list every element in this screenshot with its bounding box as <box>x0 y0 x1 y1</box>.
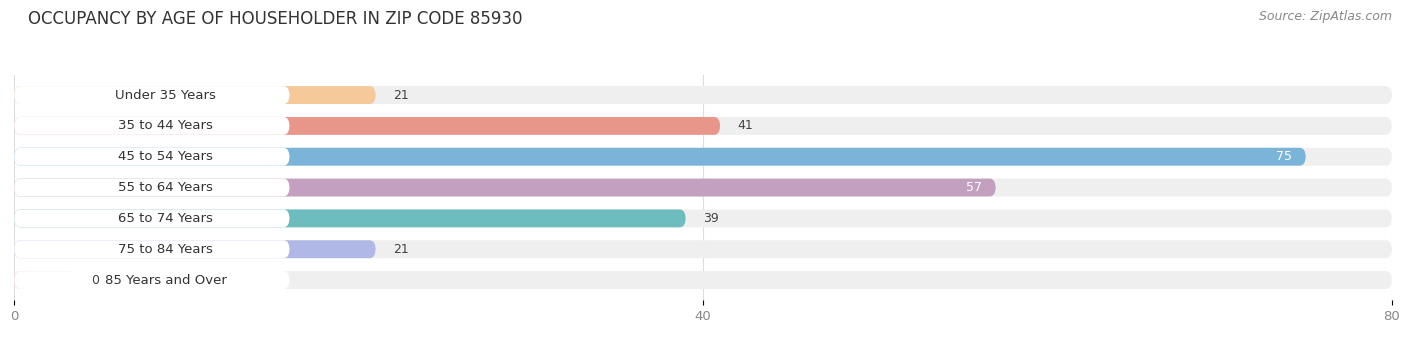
FancyBboxPatch shape <box>14 271 75 289</box>
FancyBboxPatch shape <box>14 86 290 104</box>
FancyBboxPatch shape <box>14 148 290 166</box>
FancyBboxPatch shape <box>14 179 995 196</box>
Text: 45 to 54 Years: 45 to 54 Years <box>118 150 214 163</box>
Text: 35 to 44 Years: 35 to 44 Years <box>118 119 214 132</box>
Text: 41: 41 <box>738 119 754 132</box>
FancyBboxPatch shape <box>14 179 1392 196</box>
Text: 21: 21 <box>394 89 409 102</box>
FancyBboxPatch shape <box>14 209 1392 227</box>
FancyBboxPatch shape <box>14 271 290 289</box>
FancyBboxPatch shape <box>14 240 375 258</box>
Text: 75: 75 <box>1277 150 1292 163</box>
Text: Source: ZipAtlas.com: Source: ZipAtlas.com <box>1258 10 1392 23</box>
FancyBboxPatch shape <box>14 117 290 135</box>
FancyBboxPatch shape <box>14 209 686 227</box>
FancyBboxPatch shape <box>14 148 1392 166</box>
Text: Under 35 Years: Under 35 Years <box>115 89 217 102</box>
FancyBboxPatch shape <box>14 148 1306 166</box>
FancyBboxPatch shape <box>14 86 375 104</box>
FancyBboxPatch shape <box>14 86 1392 104</box>
Text: 85 Years and Over: 85 Years and Over <box>104 273 226 286</box>
FancyBboxPatch shape <box>14 179 290 196</box>
Text: 55 to 64 Years: 55 to 64 Years <box>118 181 214 194</box>
Text: 57: 57 <box>966 181 981 194</box>
Text: 75 to 84 Years: 75 to 84 Years <box>118 243 214 256</box>
FancyBboxPatch shape <box>14 117 1392 135</box>
FancyBboxPatch shape <box>14 240 290 258</box>
FancyBboxPatch shape <box>14 117 720 135</box>
Text: OCCUPANCY BY AGE OF HOUSEHOLDER IN ZIP CODE 85930: OCCUPANCY BY AGE OF HOUSEHOLDER IN ZIP C… <box>28 10 523 28</box>
FancyBboxPatch shape <box>14 240 1392 258</box>
Text: 65 to 74 Years: 65 to 74 Years <box>118 212 214 225</box>
Text: 21: 21 <box>394 243 409 256</box>
Text: 39: 39 <box>703 212 718 225</box>
Text: 0: 0 <box>91 273 100 286</box>
FancyBboxPatch shape <box>14 209 290 227</box>
FancyBboxPatch shape <box>14 271 1392 289</box>
